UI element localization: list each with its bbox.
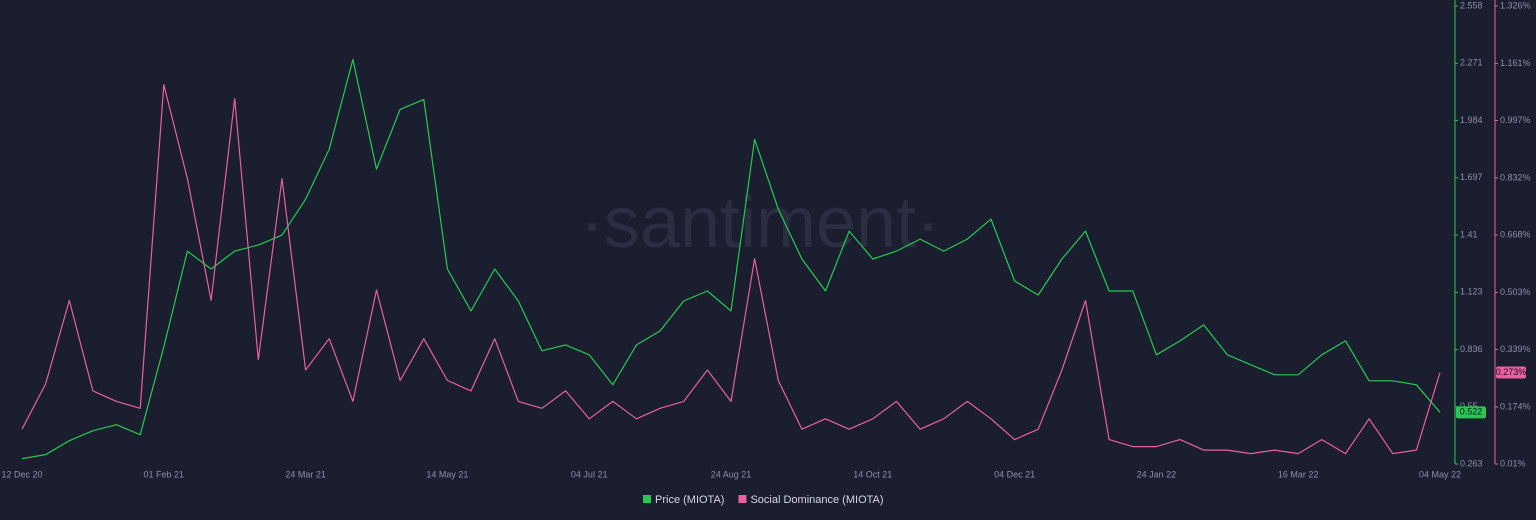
x-tick-label: 14 May 21 xyxy=(426,469,468,479)
x-tick-label: 14 Oct 21 xyxy=(853,469,892,479)
legend-swatch xyxy=(643,495,651,503)
legend-label: Social Dominance (MIOTA) xyxy=(750,494,883,506)
series-line xyxy=(21,58,1441,460)
x-tick-label: 24 Mar 21 xyxy=(285,469,326,479)
x-tick-label: 16 Mar 22 xyxy=(1278,469,1319,479)
x-tick-label: 04 Dec 21 xyxy=(994,469,1035,479)
y-tick-label: 1.41 xyxy=(1460,229,1478,239)
y-tick-label: 1.697 xyxy=(1460,172,1483,182)
y2-tick-label: 1.161% xyxy=(1500,58,1531,68)
y-tick-label: 1.984 xyxy=(1460,115,1483,125)
y-tick-label: 1.123 xyxy=(1460,287,1483,297)
value-label: 0.273% xyxy=(1496,367,1527,377)
series-line xyxy=(21,84,1441,455)
watermark: ·santiment· xyxy=(580,183,940,263)
y2-tick-label: 0.339% xyxy=(1500,344,1531,354)
y-tick-label: 2.558 xyxy=(1460,0,1483,10)
x-tick-label: 04 May 22 xyxy=(1419,469,1461,479)
value-badge xyxy=(1456,406,1486,419)
y2-tick-label: 0.174% xyxy=(1500,401,1531,411)
x-tick-label: 01 Feb 21 xyxy=(144,469,185,479)
x-tick-label: 24 Jan 22 xyxy=(1137,469,1177,479)
y-tick-label: 2.271 xyxy=(1460,58,1483,68)
y-tick-label: 0.263 xyxy=(1460,458,1483,468)
value-badge xyxy=(1496,366,1526,379)
value-label: 0.522 xyxy=(1460,407,1483,417)
y2-tick-label: 1.326% xyxy=(1500,0,1531,10)
x-tick-label: 12 Dec 20 xyxy=(1,469,42,479)
y2-tick-label: 0.503% xyxy=(1500,287,1531,297)
legend-swatch xyxy=(738,495,747,503)
y2-tick-label: 0.997% xyxy=(1500,115,1531,125)
y-tick-label: 0.836 xyxy=(1460,344,1483,354)
x-tick-label: 04 Jul 21 xyxy=(571,469,608,479)
y2-tick-label: 0.668% xyxy=(1500,229,1531,239)
y-tick-label: 0.55 xyxy=(1460,401,1478,411)
legend-label: Price (MIOTA) xyxy=(655,494,724,506)
y2-tick-label: 0.832% xyxy=(1500,172,1531,182)
y2-tick-label: 0.01% xyxy=(1500,458,1526,468)
x-tick-label: 24 Aug 21 xyxy=(711,469,752,479)
